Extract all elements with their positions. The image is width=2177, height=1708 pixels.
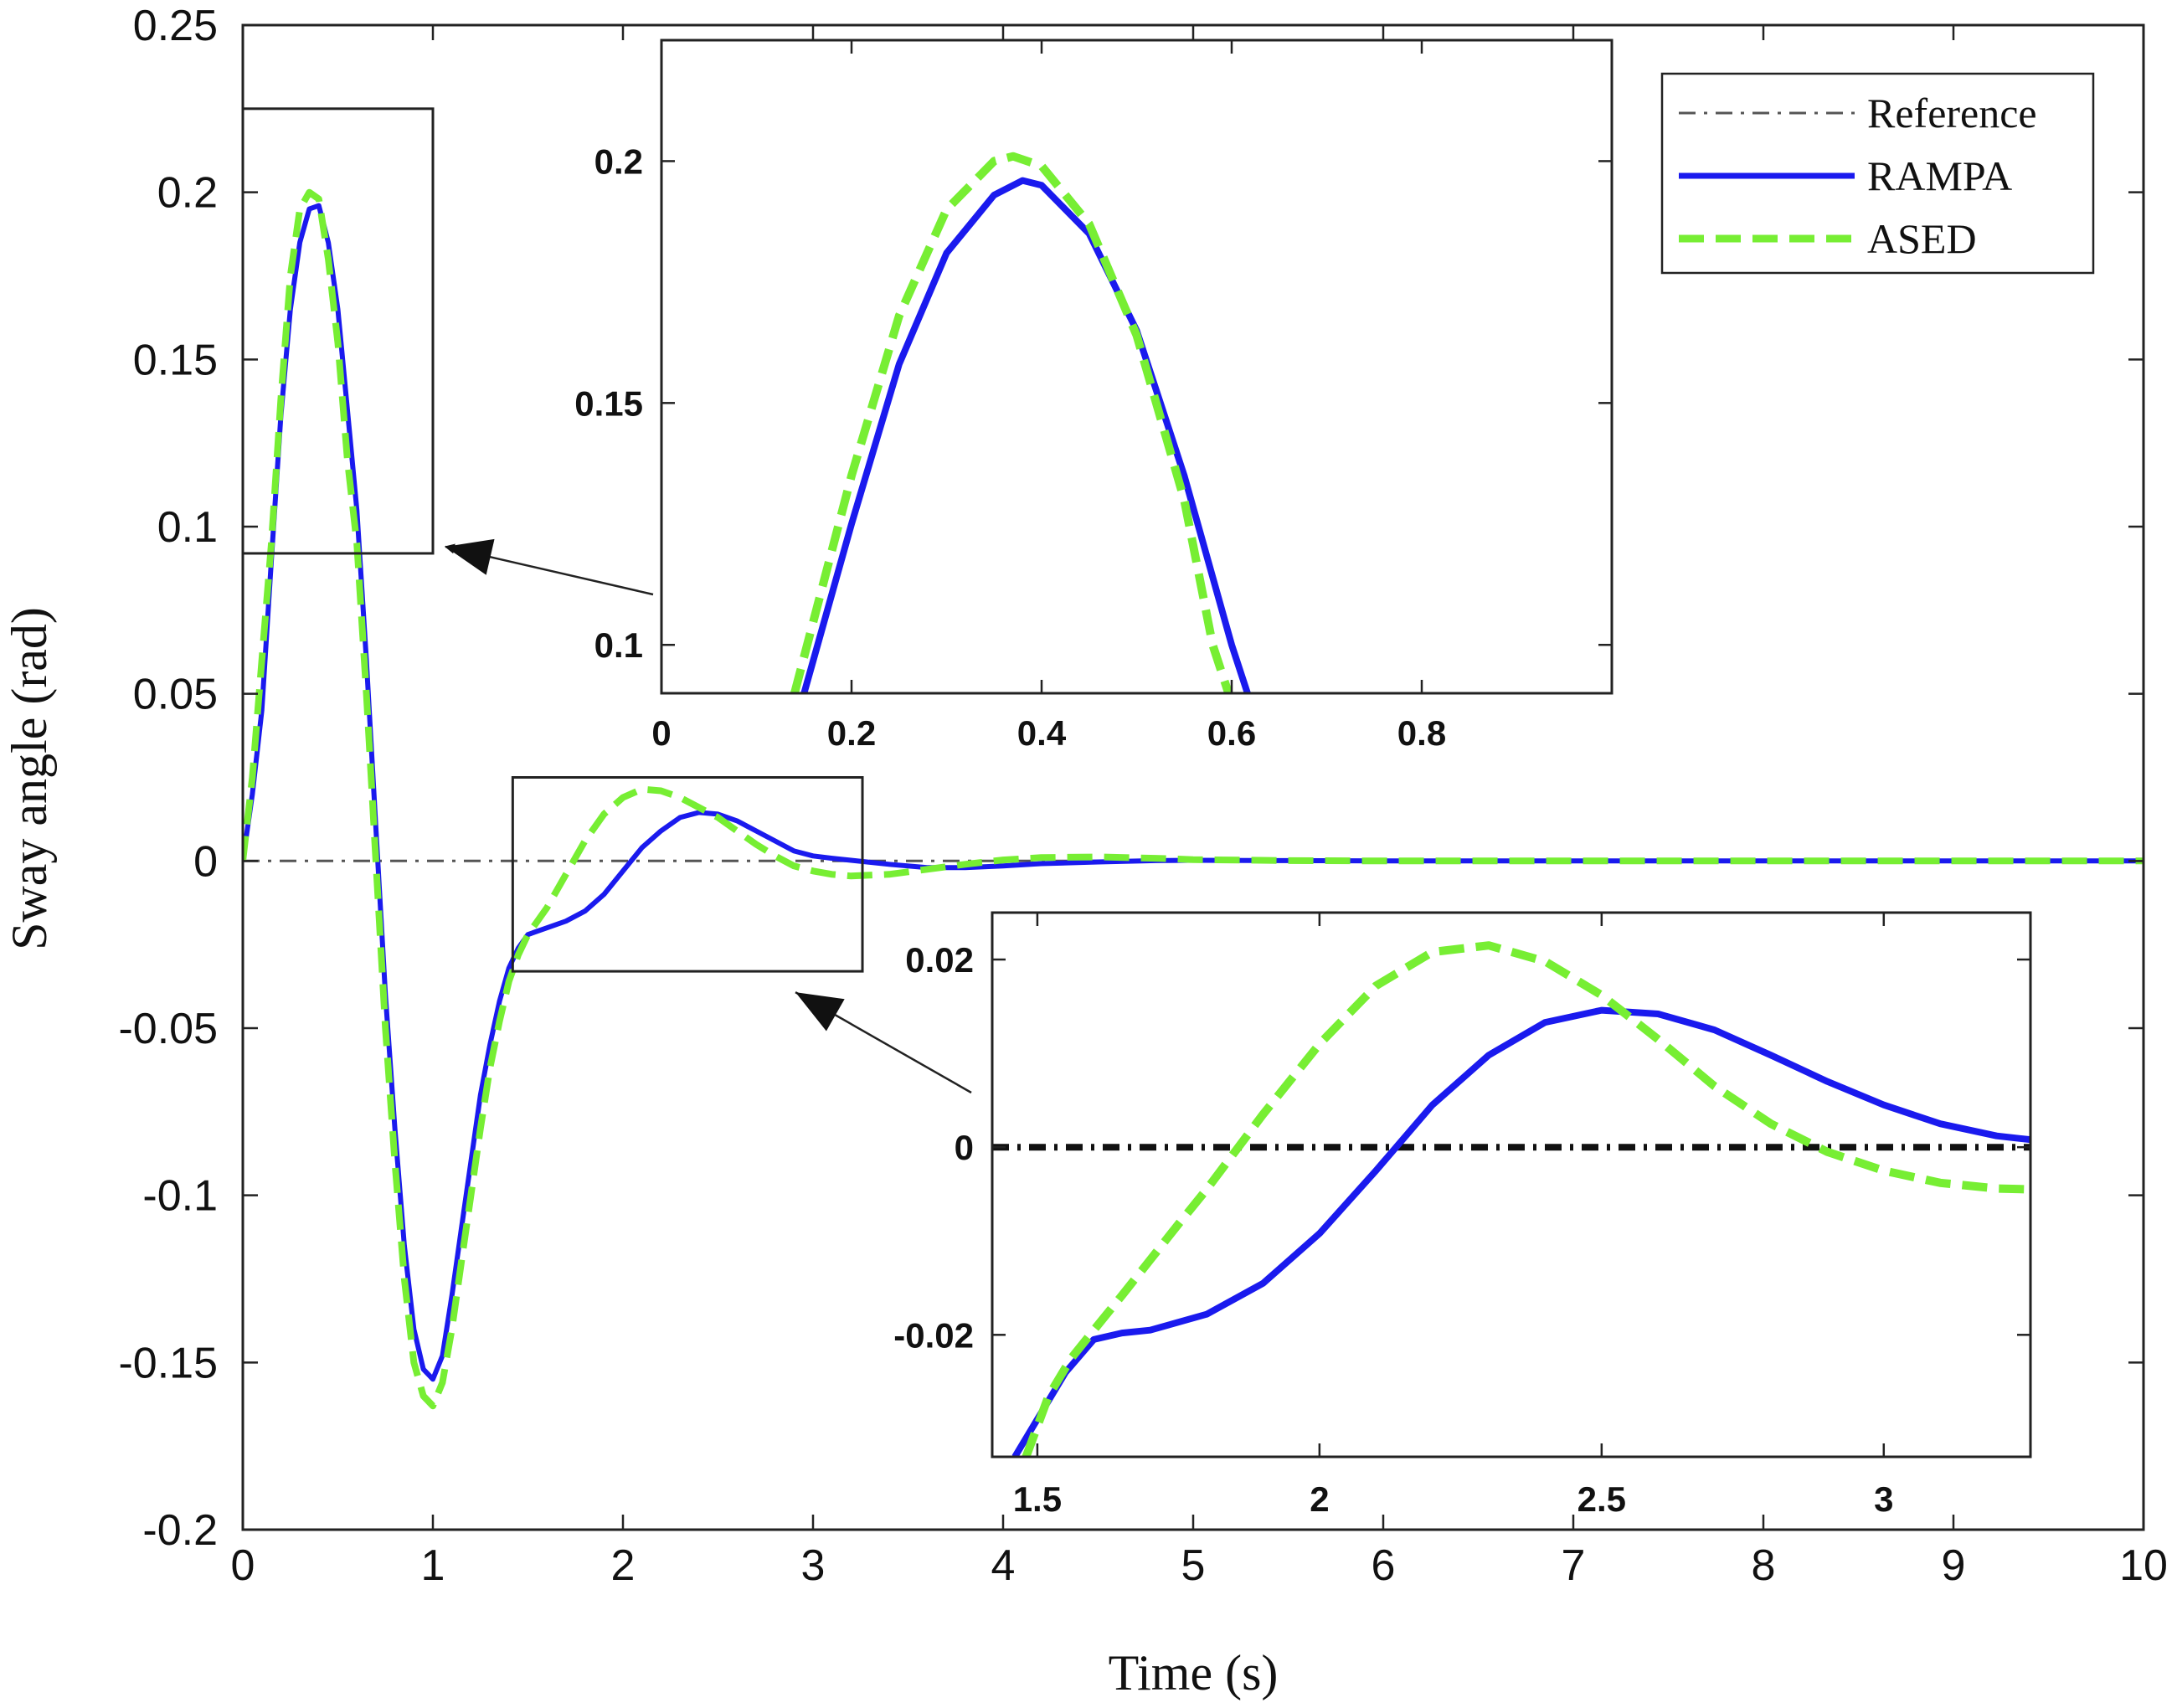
x-tick-label: 7: [1562, 1541, 1586, 1590]
inset-peak-ticks: 0 0.2 0.4 0.6 0.8 0.1 0.15 0.2: [574, 40, 1612, 753]
series-line-ased: [790, 152, 1233, 693]
x-tick-label: 5: [1181, 1541, 1206, 1590]
y-tick-label: 0: [193, 837, 218, 886]
y-tick-label: 0.25: [133, 2, 218, 50]
x-tick-label: 1: [421, 1541, 445, 1590]
y-tick-label: 0.2: [594, 141, 643, 181]
x-tick-label: 6: [1372, 1541, 1396, 1590]
legend-label-rampa: RAMPA: [1867, 152, 2012, 199]
inset-settle-background: [992, 913, 2030, 1457]
series-line-ased: [243, 188, 2144, 1410]
y-tick-label: 0.15: [133, 336, 218, 384]
y-tick-label: 0.2: [157, 169, 218, 218]
y-tick-label: -0.2: [142, 1506, 218, 1555]
x-tick-label: 0.2: [827, 713, 876, 753]
x-tick-label: 8: [1752, 1541, 1776, 1590]
main-axes: 0 1 2 3 4 5 6 7 8 9 10 -0.2 -0.15 -0.1 -0.05 0 0.05 0.1 0.…: [118, 2, 2167, 1590]
zoom-box-2: [511, 776, 864, 973]
inset-settle-ticks: 1.5 2 2.5 3 -0.02 0 0.02: [893, 913, 2030, 1519]
x-axis-label: Time (s): [1109, 1645, 1279, 1700]
inset-peak-background: [661, 40, 1612, 693]
main-ticks: 0 1 2 3 4 5 6 7 8 9 10 -0.2 -0.15 -0.1 -0.05 0 0.05 0.1 0.…: [118, 2, 2167, 1590]
x-tick-label: 0.8: [1397, 713, 1446, 753]
y-tick-label: 0: [955, 1128, 974, 1167]
y-axis-label: Sway angle (rad): [2, 607, 57, 950]
y-tick-label: -0.02: [893, 1315, 974, 1355]
legend-label-reference: Reference: [1867, 90, 2037, 136]
y-tick-label: 0.05: [133, 671, 218, 719]
y-tick-label: 0.1: [157, 503, 218, 552]
zoom-indicators: [241, 107, 972, 1094]
inset-peak: 0 0.2 0.4 0.6 0.8 0.1 0.15 0.2: [574, 39, 1613, 753]
y-tick-label: 0.02: [905, 940, 974, 980]
y-tick-label: 0.15: [574, 383, 643, 423]
x-tick-label: 2: [1310, 1479, 1329, 1519]
zoom-arrowhead-2: [795, 992, 845, 1031]
zoom-arrowhead-1: [445, 538, 495, 575]
y-tick-label: 0.1: [594, 625, 643, 665]
y-tick-label: -0.15: [118, 1339, 218, 1387]
inset-settle-plot-area: [992, 941, 2030, 1457]
legend: Reference RAMPA ASED: [1660, 72, 2095, 275]
inset-peak-plot-area: [790, 152, 1252, 693]
series-line-rampa: [243, 203, 2144, 1382]
x-tick-label: 2: [611, 1541, 636, 1590]
legend-items: Reference RAMPA ASED: [1679, 90, 2037, 262]
inset-peak-frame: [660, 39, 1613, 695]
series-line-rampa: [1011, 1006, 2030, 1457]
x-tick-label: 0: [231, 1541, 255, 1590]
x-tick-label: 2.5: [1577, 1479, 1626, 1519]
x-tick-label: 3: [1874, 1479, 1893, 1519]
zoom-box-1: [241, 107, 435, 555]
x-tick-label: 0.4: [1017, 713, 1067, 753]
x-tick-label: 10: [2119, 1541, 2168, 1590]
inset-settle: 1.5 2 2.5 3 -0.02 0 0.02: [893, 911, 2032, 1519]
main-plot-area: [243, 188, 2144, 1410]
x-tick-label: 1.5: [1013, 1479, 1062, 1519]
y-tick-label: -0.1: [142, 1172, 218, 1221]
x-tick-label: 0.6: [1207, 713, 1256, 753]
x-tick-label: 3: [801, 1541, 826, 1590]
legend-label-ased: ASED: [1867, 215, 1977, 262]
y-tick-label: -0.05: [118, 1005, 218, 1053]
x-tick-label: 9: [1942, 1541, 1966, 1590]
series-line-rampa: [800, 177, 1252, 693]
x-tick-label: 0: [651, 713, 671, 753]
x-tick-label: 4: [991, 1541, 1016, 1590]
inset-settle-frame: [991, 911, 2032, 1458]
